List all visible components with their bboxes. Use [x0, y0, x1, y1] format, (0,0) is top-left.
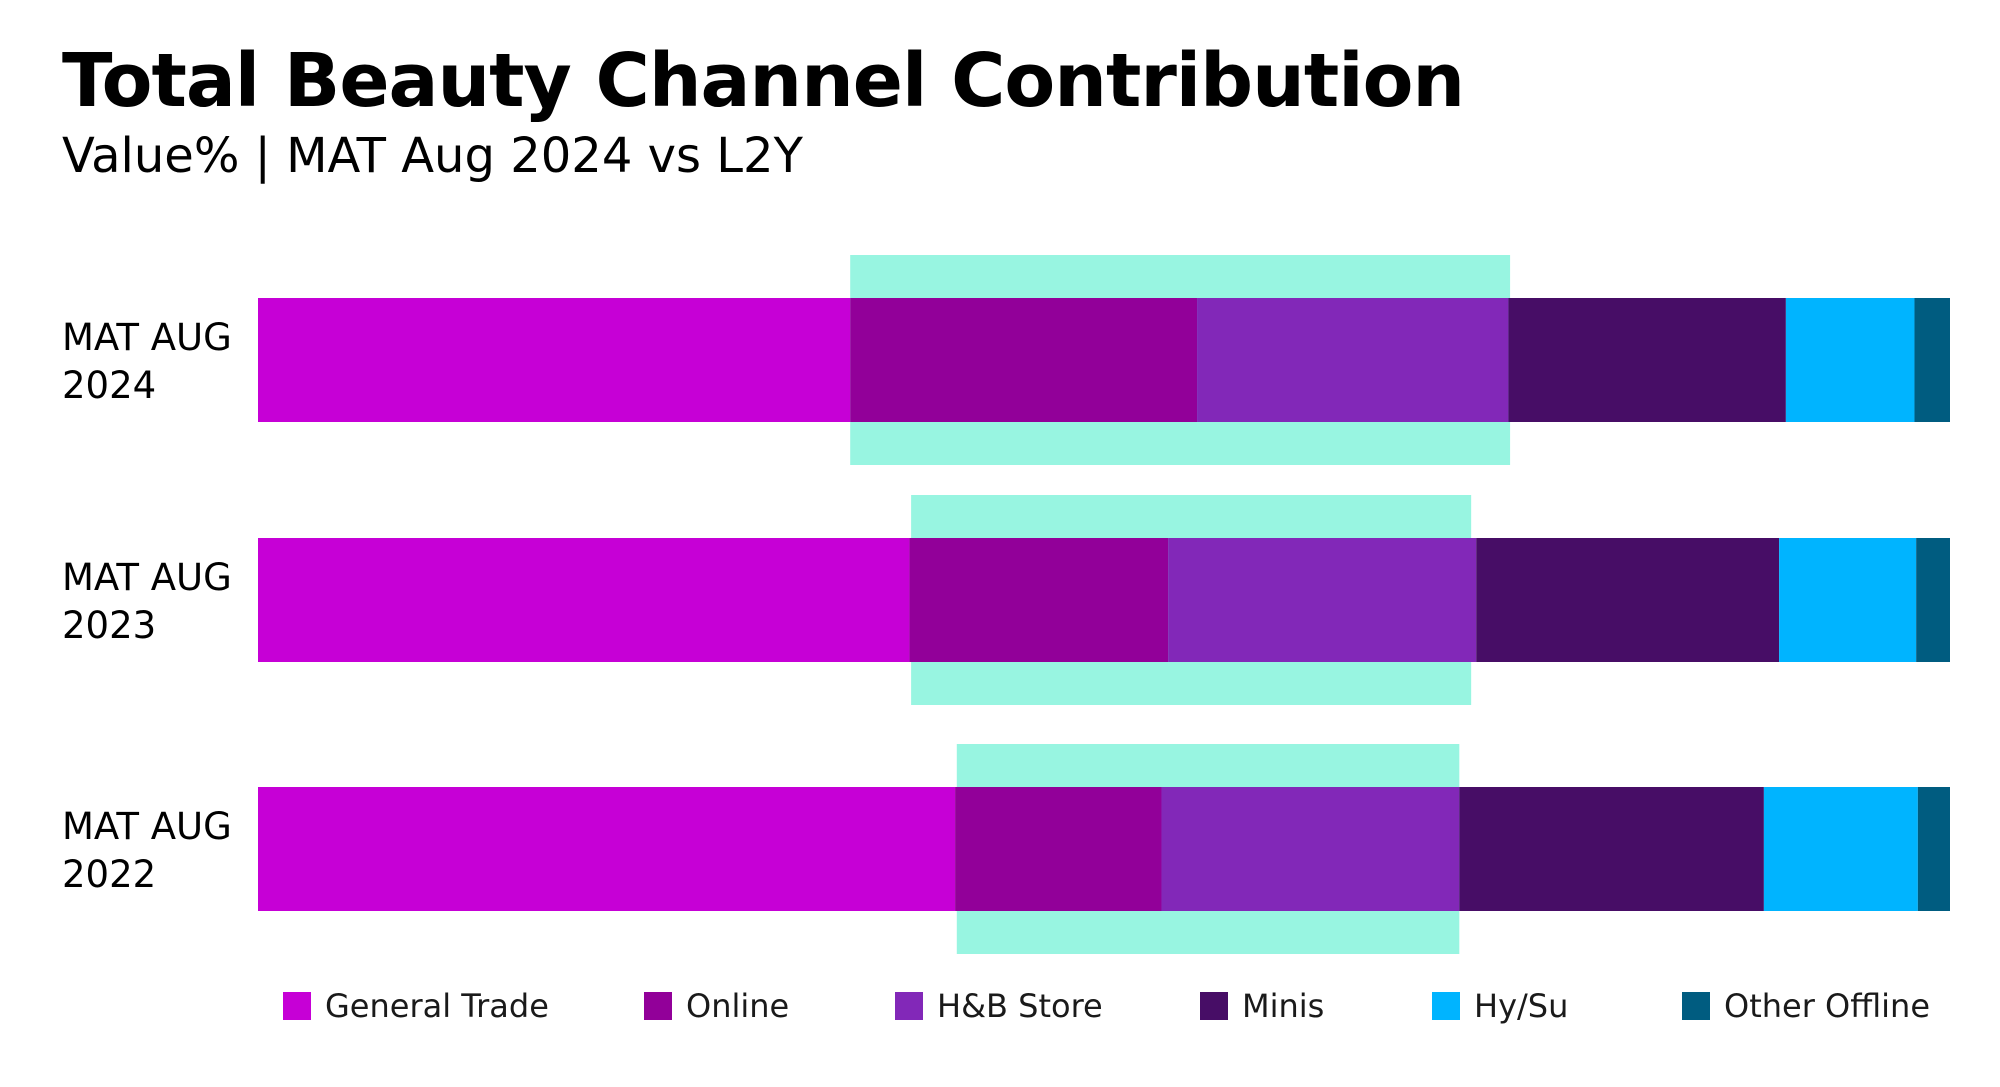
bar-segment-other-offline	[1914, 298, 1950, 422]
bar-segment-minis	[1476, 538, 1780, 662]
bar-segment-hy-su	[1779, 538, 1917, 662]
legend-swatch	[1432, 992, 1460, 1020]
bar-segment-general-trade	[258, 787, 956, 911]
category-labels: MAT AUG 2024 MAT AUG 2023 MAT AUG 2022	[62, 316, 232, 896]
bar-segment-other-offline	[1917, 787, 1950, 911]
legend-swatch	[1200, 992, 1228, 1020]
legend-label: General Trade	[325, 987, 549, 1025]
legend-item-h-b-store: H&B Store	[895, 987, 1103, 1025]
bar-segment-other-offline	[1916, 538, 1950, 662]
bar-segment-h-b-store	[1168, 538, 1477, 662]
legend-swatch	[895, 992, 923, 1020]
legend-label: Minis	[1242, 987, 1324, 1025]
legend-swatch	[1682, 992, 1710, 1020]
bar-segment-hy-su	[1763, 787, 1918, 911]
bar-segment-minis	[1508, 298, 1786, 422]
category-label: MAT AUG 2022	[62, 805, 232, 896]
legend-item-online: Online	[644, 987, 789, 1025]
bar-segment-online	[909, 538, 1169, 662]
legend-item-minis: Minis	[1200, 987, 1324, 1025]
bar-segment-general-trade	[258, 298, 851, 422]
legend-label: Online	[686, 987, 789, 1025]
category-label: MAT AUG 2023	[62, 556, 232, 647]
bar-segment-online	[955, 787, 1162, 911]
legend-item-general-trade: General Trade	[283, 987, 549, 1025]
bar-segment-h-b-store	[1197, 298, 1509, 422]
legend-swatch	[283, 992, 311, 1020]
category-label: MAT AUG 2024	[62, 316, 232, 407]
bar-segment-minis	[1459, 787, 1764, 911]
legend-item-other-offline: Other Offline	[1682, 987, 1930, 1025]
bar-segment-online	[850, 298, 1198, 422]
legend: General Trade Online H&B Store Minis Hy/Su Ot…	[283, 987, 1930, 1025]
bar-segments	[258, 298, 1950, 911]
chart-title: Total Beauty Channel Contribution	[62, 38, 1465, 124]
bar-segment-hy-su	[1785, 298, 1915, 422]
chart-subtitle: Value% | MAT Aug 2024 vs L2Y	[62, 128, 803, 184]
legend-label: H&B Store	[937, 987, 1103, 1025]
bar-segment-h-b-store	[1161, 787, 1460, 911]
legend-swatch	[644, 992, 672, 1020]
legend-item-hy-su: Hy/Su	[1432, 987, 1568, 1025]
legend-label: Other Offline	[1724, 987, 1930, 1025]
legend-label: Hy/Su	[1474, 987, 1568, 1025]
bar-segment-general-trade	[258, 538, 910, 662]
